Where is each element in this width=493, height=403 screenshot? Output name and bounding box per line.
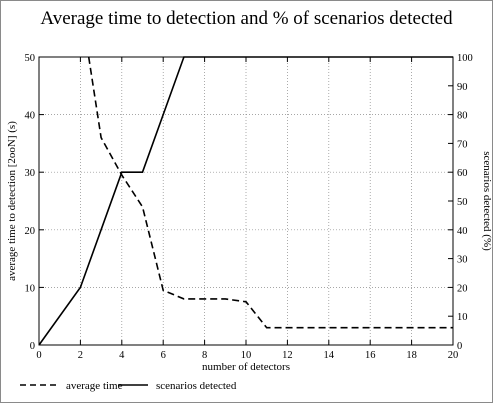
x-tick-label: 4: [119, 350, 125, 361]
y-right-tick-label: 30: [457, 255, 468, 266]
y-left-tick-label: 20: [25, 226, 36, 237]
y-right-tick-label: 60: [457, 168, 468, 179]
x-tick-label: 20: [448, 350, 459, 361]
y-right-tick-label: 100: [457, 53, 473, 64]
series-line-average-time: [87, 56, 453, 329]
y-left-tick-label: 50: [25, 53, 36, 64]
tick-layer: 0 2 4 6 8 10 12 14 16 18 2001020304050010203040506…: [25, 53, 473, 361]
y-left-tick-label: 10: [25, 283, 36, 294]
y-right-tick-label: 90: [457, 82, 468, 93]
x-tick-label: 16: [365, 350, 376, 361]
grid-layer: [39, 57, 453, 345]
x-tick-label: 12: [282, 350, 293, 361]
y-left-tick-label: 30: [25, 168, 36, 179]
x-tick-label: 0: [36, 350, 41, 361]
y-right-tick-label: 70: [457, 139, 468, 150]
x-axis-title: number of detectors: [202, 361, 290, 373]
legend-label-average-time: average time: [66, 380, 123, 392]
x-tick-label: 14: [324, 350, 335, 361]
y-right-tick-label: 40: [457, 226, 468, 237]
y-right-tick-label: 10: [457, 312, 468, 323]
x-tick-label: 18: [406, 350, 417, 361]
x-tick-label: 8: [202, 350, 207, 361]
x-tick-label: 2: [78, 350, 83, 361]
x-tick-label: 6: [161, 350, 166, 361]
y-right-tick-label: 50: [457, 197, 468, 208]
x-tick-label: 10: [241, 350, 252, 361]
y-left-tick-label: 0: [30, 341, 35, 352]
y-right-tick-label: 20: [457, 283, 468, 294]
chart-title: Average time to detection and % of scena…: [40, 8, 453, 29]
y-axis-left-title: average time to detection [2ooN] (s): [6, 121, 18, 281]
legend: average time scenarios detected: [20, 380, 237, 392]
y-right-tick-label: 80: [457, 111, 468, 122]
y-right-tick-label: 0: [457, 341, 462, 352]
y-left-tick-label: 40: [25, 111, 36, 122]
y-axis-right-title: scenarios detected (%): [481, 151, 493, 251]
legend-label-scenarios-detected: scenarios detected: [156, 380, 237, 392]
